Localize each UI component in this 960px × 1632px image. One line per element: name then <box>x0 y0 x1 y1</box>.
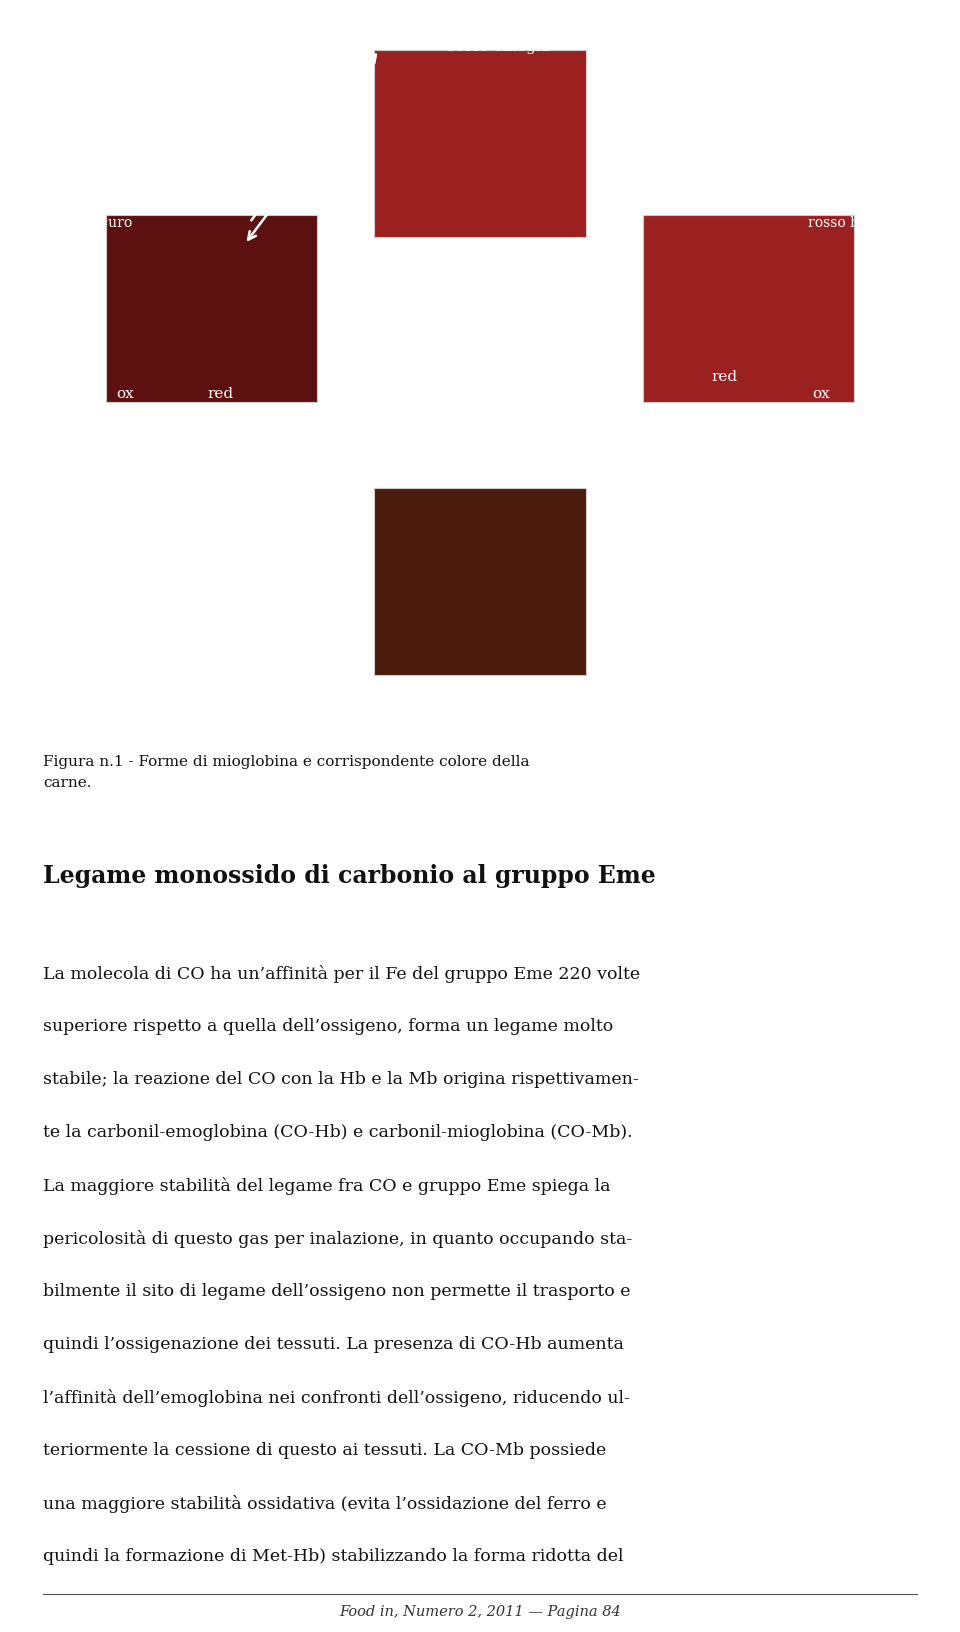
Text: quindi la formazione di Met-Hb) stabilizzando la forma ridotta del: quindi la formazione di Met-Hb) stabiliz… <box>43 1547 624 1565</box>
Text: marrone: marrone <box>447 434 513 449</box>
Text: teriormente la cessione di questo ai tessuti. La CO-Mb possiede: teriormente la cessione di questo ai tes… <box>43 1443 607 1459</box>
Text: deossimiglobina: deossimiglobina <box>34 196 149 209</box>
Text: red: red <box>207 387 234 400</box>
Text: una maggiore stabilità ossidativa (evita l’ossidazione del ferro e: una maggiore stabilità ossidativa (evita… <box>43 1495 607 1513</box>
Text: + O₂: + O₂ <box>461 243 499 259</box>
Text: La molecola di CO ha un’affinità per il Fe del gruppo Eme 220 volte: La molecola di CO ha un’affinità per il … <box>43 965 640 982</box>
Text: bilmente il sito di legame dell’ossigeno non permette il trasporto e: bilmente il sito di legame dell’ossigeno… <box>43 1283 631 1299</box>
Text: Figura n.1 - Forme di mioglobina e corrispondente colore della
carne.: Figura n.1 - Forme di mioglobina e corri… <box>43 754 530 790</box>
FancyBboxPatch shape <box>106 215 317 401</box>
Text: red: red <box>711 370 738 384</box>
FancyBboxPatch shape <box>374 51 586 237</box>
Text: + CO: + CO <box>135 46 181 62</box>
Text: stabile; la reazione del CO con la Hb e la Mb origina rispettivamen-: stabile; la reazione del CO con la Hb e … <box>43 1071 639 1089</box>
Text: rosso ciliegia: rosso ciliegia <box>448 39 550 54</box>
Text: rosso brillante: rosso brillante <box>808 215 910 230</box>
Text: - CO: - CO <box>140 96 177 113</box>
Text: La maggiore stabilità del legame fra CO e gruppo Eme spiega la: La maggiore stabilità del legame fra CO … <box>43 1177 611 1195</box>
Text: superiore rispetto a quella dell’ossigeno, forma un legame molto: superiore rispetto a quella dell’ossigen… <box>43 1018 613 1035</box>
Text: pericolosità di questo gas per inalazione, in quanto occupando sta-: pericolosità di questo gas per inalazion… <box>43 1231 633 1248</box>
Text: te la carbonil-emoglobina (CO-Hb) e carbonil-mioglobina (CO-Mb).: te la carbonil-emoglobina (CO-Hb) e carb… <box>43 1124 633 1141</box>
Text: carbonilmioglobina: carbonilmioglobina <box>424 20 574 34</box>
Text: - O₂: - O₂ <box>465 330 495 346</box>
Text: ox: ox <box>116 387 133 400</box>
Text: Food in, Numero 2, 2011 — Pagina 84: Food in, Numero 2, 2011 — Pagina 84 <box>339 1604 621 1619</box>
Text: metamioglobina: metamioglobina <box>418 413 542 428</box>
Text: l’affinità dell’emoglobina nei confronti dell’ossigeno, riducendo ul-: l’affinità dell’emoglobina nei confronti… <box>43 1389 630 1407</box>
FancyBboxPatch shape <box>374 488 586 676</box>
Text: quindi l’ossigenazione dei tessuti. La presenza di CO-Hb aumenta: quindi l’ossigenazione dei tessuti. La p… <box>43 1337 624 1353</box>
Text: ossimiglobina: ossimiglobina <box>810 196 908 209</box>
FancyBboxPatch shape <box>643 215 854 401</box>
Text: Legame monossido di carbonio al gruppo Eme: Legame monossido di carbonio al gruppo E… <box>43 865 656 888</box>
Text: ox: ox <box>812 387 829 400</box>
Text: rosso scuro: rosso scuro <box>51 215 132 230</box>
